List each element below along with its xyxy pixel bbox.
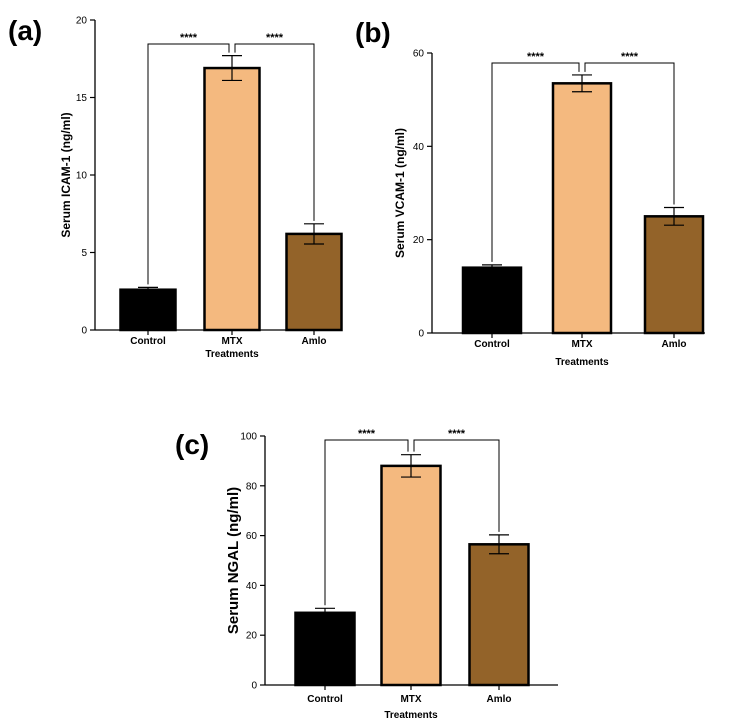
y-tick-label: 100 — [240, 432, 257, 443]
significance-label: **** — [448, 428, 466, 440]
bar-amlo — [643, 215, 705, 335]
y-tick-label: 40 — [246, 581, 258, 592]
y-tick-label: 0 — [81, 326, 87, 337]
y-tick-label: 15 — [76, 93, 88, 104]
significance-bracket — [491, 62, 580, 262]
x-axis-label: Treatments — [384, 710, 438, 721]
significance-bracket — [324, 439, 409, 606]
x-tick-label: MTX — [571, 339, 592, 350]
y-tick-label: 40 — [413, 142, 425, 153]
panel-label: (c) — [175, 429, 209, 460]
bar-control — [294, 611, 356, 687]
x-axis-label: Treatments — [205, 349, 259, 360]
bar-mtx — [203, 66, 261, 332]
significance-label: **** — [358, 428, 376, 440]
y-tick-label: 20 — [246, 631, 258, 642]
significance-bracket — [147, 43, 230, 285]
chart-panel-1: (a) 0 5 10 15 20 Serum ICAM-1 (ng/ml) Control MT… — [8, 15, 343, 360]
x-tick-label: Amlo — [662, 339, 687, 350]
bar-amlo — [285, 232, 343, 332]
significance-label: **** — [621, 51, 639, 63]
y-tick-label: 60 — [246, 531, 258, 542]
y-axis-label: Serum ICAM-1 (ng/ml) — [59, 112, 73, 237]
y-tick-label: 0 — [251, 681, 257, 692]
y-tick-label: 20 — [76, 16, 88, 27]
y-axis-label: Serum NGAL (ng/ml) — [225, 487, 242, 634]
y-tick-label: 0 — [418, 329, 424, 340]
significance-bracket — [234, 43, 315, 221]
x-tick-label: Amlo — [487, 694, 512, 705]
bar-mtx — [380, 464, 442, 687]
x-axis-label: Treatments — [555, 357, 609, 368]
y-tick-label: 60 — [413, 49, 425, 60]
bar-control — [119, 288, 177, 332]
chart-panel-2: (b) 0 20 40 60 Serum VCAM-1 (ng/ml) Control MTX… — [355, 17, 705, 368]
panel-label: (a) — [8, 15, 42, 46]
y-tick-label: 20 — [413, 235, 425, 246]
x-tick-label: Control — [307, 694, 343, 705]
bar-mtx — [551, 82, 613, 335]
significance-label: **** — [527, 51, 545, 63]
significance-label: **** — [266, 32, 284, 44]
y-axis-label: Serum VCAM-1 (ng/ml) — [393, 128, 407, 258]
chart-panel-3: (c) 0 20 40 60 80 100 Serum NGAL (ng/ml) Control… — [175, 428, 558, 721]
x-tick-label: MTX — [400, 694, 421, 705]
bar-control — [461, 266, 523, 335]
y-tick-label: 80 — [246, 481, 258, 492]
x-tick-label: Control — [130, 336, 166, 347]
y-tick-label: 5 — [81, 248, 87, 259]
bar-amlo — [468, 543, 530, 687]
significance-bracket — [413, 439, 500, 532]
panel-label: (b) — [355, 17, 391, 48]
y-tick-label: 10 — [76, 171, 88, 182]
significance-bracket — [584, 62, 675, 205]
x-tick-label: Amlo — [302, 336, 327, 347]
significance-label: **** — [180, 32, 198, 44]
x-tick-label: Control — [474, 339, 510, 350]
x-tick-label: MTX — [221, 336, 242, 347]
